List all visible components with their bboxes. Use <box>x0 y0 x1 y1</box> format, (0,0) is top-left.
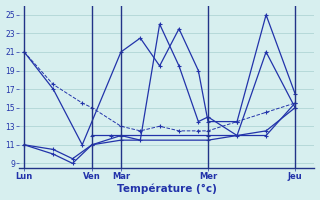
X-axis label: Température (°c): Température (°c) <box>117 184 217 194</box>
